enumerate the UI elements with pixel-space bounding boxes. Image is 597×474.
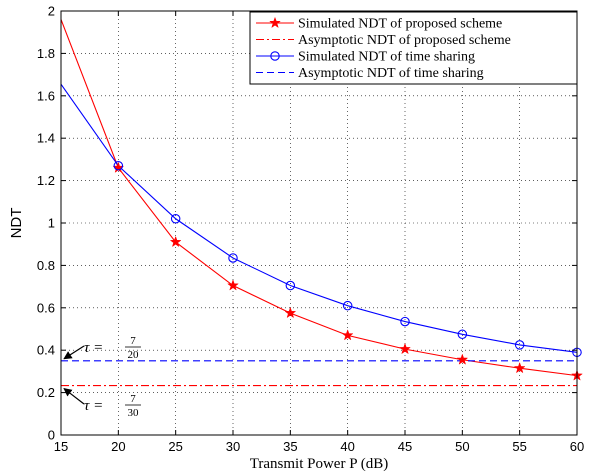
star-marker — [227, 279, 239, 291]
circle-marker — [170, 214, 181, 224]
annotation-prefix: τ = — [84, 398, 103, 414]
legend: Simulated NDT of proposed schemeAsymptot… — [249, 11, 578, 85]
y-tick-label: 0.2 — [37, 385, 55, 400]
y-tick-label: 2 — [48, 4, 55, 19]
x-tick-label: 30 — [226, 439, 240, 454]
y-tick-label: 0.8 — [37, 258, 55, 273]
circle-marker — [457, 329, 468, 340]
star-marker — [284, 306, 297, 319]
y-axis-title: NDT — [8, 208, 25, 239]
tick-labels: 15 20 25 30 35 40 45 50 55 60 0 0.2 0.4 0.6 0.8 1 1.2 1.4… — [37, 4, 584, 455]
star-marker — [513, 361, 526, 374]
annotation-tau-prop: τ = 7 30 — [84, 393, 141, 419]
x-tick-label: 15 — [54, 439, 68, 454]
x-tick-label: 25 — [168, 439, 182, 454]
circle-marker — [285, 280, 296, 291]
annotations: τ = 7 20 τ = 7 30 — [63, 335, 141, 419]
circle-marker — [342, 300, 353, 311]
annotation-arrow — [63, 345, 85, 360]
y-tick-label: 0.6 — [37, 300, 55, 315]
circle-marker — [113, 161, 124, 171]
x-tick-label: 40 — [340, 439, 354, 454]
star-marker — [169, 235, 182, 248]
annotation-numerator: 7 — [130, 393, 136, 405]
circle-marker — [228, 253, 238, 263]
y-tick-label: 0.4 — [37, 343, 55, 358]
annotation-tau-ts: τ = 7 20 — [84, 335, 141, 361]
star-marker — [399, 342, 411, 355]
annotation-arrow — [63, 388, 85, 405]
y-tick-label: 1.8 — [37, 46, 55, 61]
x-tick-label: 60 — [570, 439, 584, 454]
circle-marker — [400, 316, 410, 327]
plot-series — [60, 19, 578, 387]
star-marker — [269, 16, 281, 29]
star-marker — [456, 353, 469, 365]
circle-marker — [270, 51, 280, 61]
x-tick-label: 45 — [398, 439, 412, 454]
y-tick-label: 1.2 — [37, 173, 55, 188]
y-tick-label: 1 — [48, 216, 55, 231]
series-line-3 — [60, 83, 578, 353]
y-tick-label: 1.6 — [37, 88, 55, 103]
legend-label: Asymptotic NDT of time sharing — [298, 66, 484, 81]
annotation-prefix: τ = — [84, 340, 103, 356]
x-axis-title: Transmit Power P (dB) — [250, 456, 389, 472]
star-marker — [341, 329, 354, 341]
annotation-numerator: 7 — [130, 335, 136, 347]
x-tick-label: 50 — [455, 439, 469, 454]
x-tick-label: 35 — [283, 439, 297, 454]
series-line-1 — [60, 19, 578, 377]
x-tick-label: 20 — [111, 439, 125, 454]
y-tick-label: 1.4 — [37, 131, 55, 146]
annotation-denominator: 30 — [128, 407, 140, 419]
legend-box — [249, 11, 578, 85]
circle-marker — [514, 340, 525, 350]
legend-label: Asymptotic NDT of proposed scheme — [298, 33, 511, 48]
x-tick-label: 55 — [512, 439, 526, 454]
annotation-denominator: 20 — [128, 349, 140, 361]
legend-label: Simulated NDT of time sharing — [298, 50, 475, 65]
plot-markers — [112, 161, 583, 381]
legend-label: Simulated NDT of proposed scheme — [298, 17, 502, 32]
y-tick-label: 0 — [48, 428, 55, 443]
